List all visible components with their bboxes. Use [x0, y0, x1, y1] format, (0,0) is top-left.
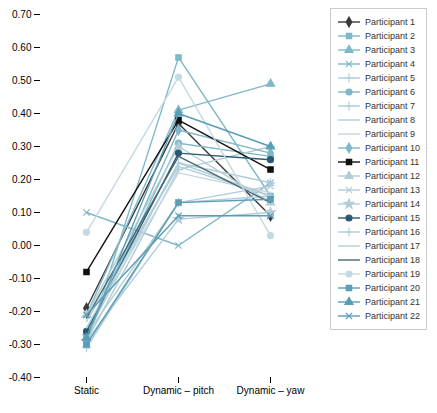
html-text:Participant 15: Participant 15 — [365, 213, 420, 223]
html-text:Participant 12: Participant 12 — [365, 171, 420, 181]
html-text:Participant 19: Participant 19 — [365, 269, 420, 279]
html-text:Participant 17: Participant 17 — [365, 241, 420, 251]
svg-text:-0.40: -0.40 — [9, 372, 32, 383]
html-text:Participant 13: Participant 13 — [365, 185, 420, 195]
html-text:Participant 6: Participant 6 — [365, 87, 415, 97]
svg-text:Dynamic – yaw: Dynamic – yaw — [237, 385, 306, 396]
svg-text:0.00: 0.00 — [12, 240, 32, 251]
svg-text:Dynamic – pitch: Dynamic – pitch — [143, 385, 214, 396]
html-text:Participant 2: Participant 2 — [365, 31, 415, 41]
html-text:Participant 5: Participant 5 — [365, 73, 415, 83]
svg-text:-0.10: -0.10 — [9, 273, 32, 284]
html-text:Participant 1: Participant 1 — [365, 17, 415, 27]
html-text:Participant 4: Participant 4 — [365, 59, 415, 69]
svg-text:Static: Static — [74, 385, 99, 396]
html-text:Participant 3: Participant 3 — [365, 45, 415, 55]
svg-text:-0.20: -0.20 — [9, 306, 32, 317]
html-text:Participant 11: Participant 11 — [365, 157, 420, 167]
html-text:Participant 10: Participant 10 — [365, 143, 420, 153]
svg-text:-0.30: -0.30 — [9, 339, 32, 350]
html-text:Participant 16: Participant 16 — [365, 227, 420, 237]
svg-text:0.50: 0.50 — [12, 75, 32, 86]
html-text:Participant 20: Participant 20 — [365, 283, 420, 293]
svg-text:0.10: 0.10 — [12, 207, 32, 218]
svg-text:0.30: 0.30 — [12, 141, 32, 152]
svg-text:0.40: 0.40 — [12, 108, 32, 119]
svg-text:0.20: 0.20 — [12, 174, 32, 185]
html-text:Participant 21: Participant 21 — [365, 297, 420, 307]
html-text:Participant 9: Participant 9 — [365, 129, 415, 139]
svg-text:0.60: 0.60 — [12, 42, 32, 53]
html-text:Participant 7: Participant 7 — [365, 101, 415, 111]
html-text:Participant 8: Participant 8 — [365, 115, 415, 125]
html-text:Participant 14: Participant 14 — [365, 199, 420, 209]
html-text:Participant 18: Participant 18 — [365, 255, 420, 265]
html-text:Participant 22: Participant 22 — [365, 311, 420, 321]
svg-text:0.70: 0.70 — [12, 9, 32, 20]
